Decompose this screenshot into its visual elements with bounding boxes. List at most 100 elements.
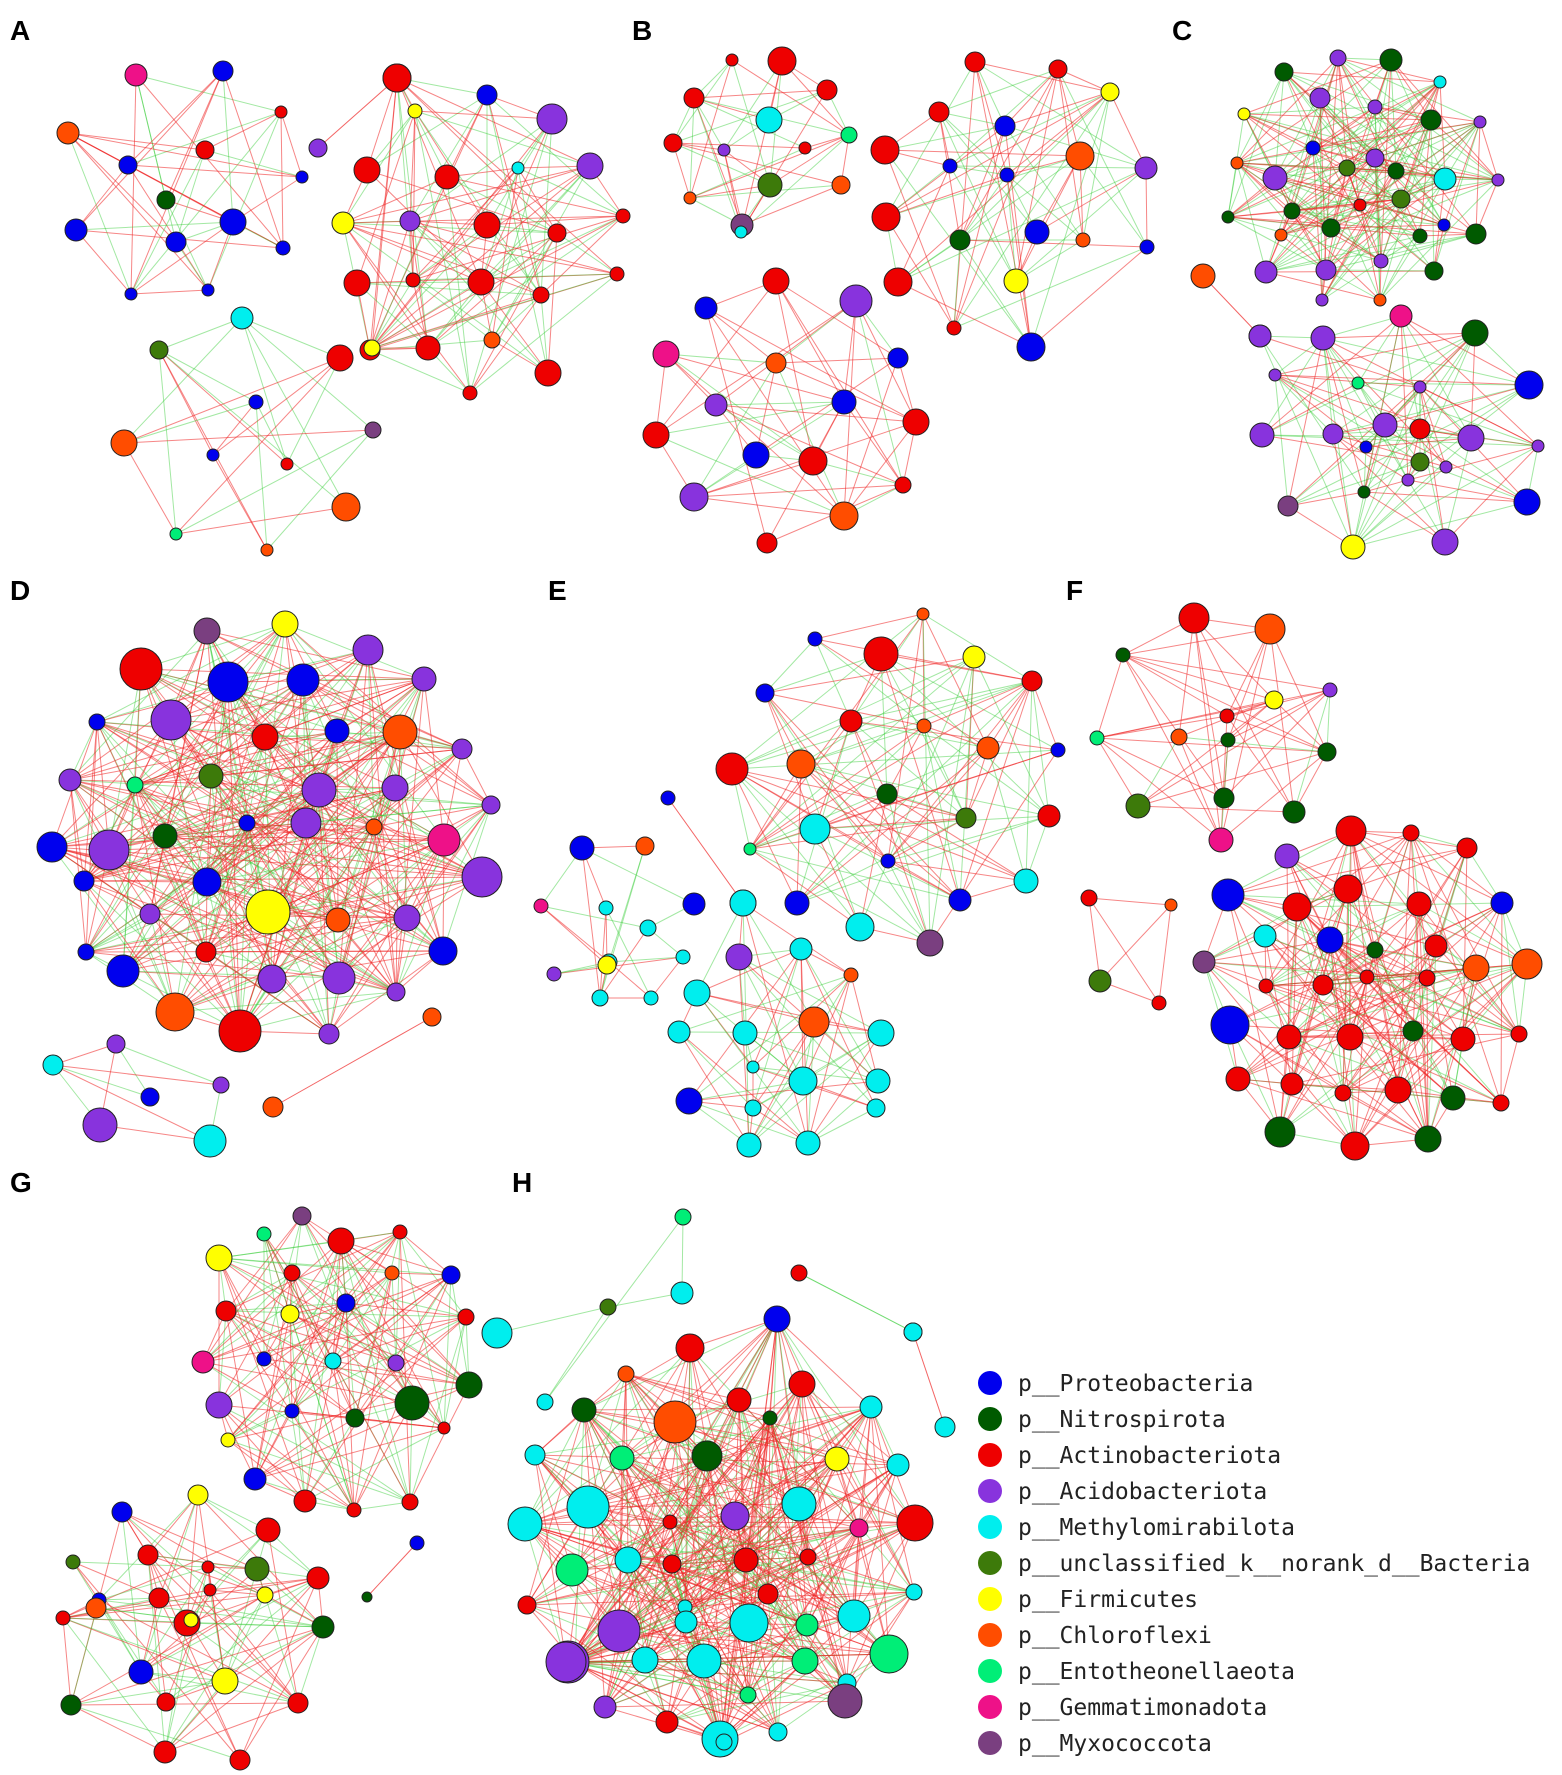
panel-b-cluster-3-edge bbox=[775, 362, 845, 517]
panel-f-main-edge bbox=[1265, 949, 1376, 987]
panel-c-cluster-2-edge bbox=[1332, 433, 1409, 481]
panel-g-bottom-edge bbox=[297, 1626, 324, 1704]
panel-c-cluster-2-edge bbox=[1322, 337, 1421, 463]
panel-d-main-edge bbox=[336, 730, 492, 806]
panel-f-top-edge bbox=[1269, 628, 1295, 813]
panel-d-main-node bbox=[77, 943, 95, 961]
panel-a-cluster-1-node bbox=[124, 63, 148, 87]
panel-g-top-edge bbox=[218, 1257, 467, 1318]
panel-a-cluster-2-edge bbox=[427, 281, 482, 349]
panel-d-main-edge bbox=[284, 623, 445, 841]
panel-e-main-edge bbox=[850, 720, 1059, 751]
panel-g-link-2-node bbox=[361, 1591, 373, 1603]
panel-d-main-node bbox=[290, 807, 322, 839]
panel-a-cluster-1-edge bbox=[130, 70, 224, 295]
panel-f-main-edge bbox=[1418, 903, 1429, 1140]
panel-g-top-edge bbox=[227, 1302, 347, 1441]
panel-d-main-edge bbox=[140, 668, 338, 732]
panel-g-bottom-edge bbox=[147, 1554, 266, 1596]
panel-g-bottom-edge bbox=[70, 1702, 299, 1706]
panel-e-main-node bbox=[916, 607, 930, 621]
panel-e-bottom-edge bbox=[678, 1031, 882, 1034]
panel-h-main-edge bbox=[625, 1373, 779, 1733]
panel-d-link-node bbox=[262, 1096, 284, 1118]
panel-b-cluster-3-node bbox=[798, 446, 828, 476]
panel-c-cluster-1-edge bbox=[1325, 233, 1477, 271]
panel-f-small-node bbox=[1088, 969, 1112, 993]
panel-g-top-edge bbox=[218, 1404, 306, 1502]
panel-h-main-edge bbox=[767, 1593, 846, 1702]
panel-e-main-node bbox=[839, 709, 863, 733]
panel-e-main-edge bbox=[1031, 680, 1059, 751]
panel-c-cluster-1-node bbox=[1391, 189, 1411, 209]
panel-d-main-node bbox=[238, 814, 256, 832]
panel-g-top-node bbox=[387, 1354, 405, 1372]
panel-e-main-edge bbox=[987, 680, 1033, 749]
panel-c-cluster-2-node bbox=[1531, 439, 1545, 453]
panel-c-cluster-2-node bbox=[1431, 528, 1459, 556]
panel-a-cluster-2-edge bbox=[491, 294, 542, 341]
panel-e-main-edge bbox=[749, 680, 1033, 850]
panel-g-top-edge bbox=[304, 1302, 347, 1502]
panel-g-top-edge bbox=[225, 1231, 401, 1312]
panel-g-top-edge bbox=[304, 1362, 397, 1502]
panel-g-top-edge bbox=[345, 1302, 413, 1404]
panel-g-top-edge bbox=[340, 1240, 411, 1503]
panel-b-cluster-1-node bbox=[663, 133, 683, 153]
panel-e-main-edge bbox=[749, 725, 925, 850]
panel-f-top-edge bbox=[1137, 751, 1328, 807]
panel-h-main-edge bbox=[706, 1455, 749, 1696]
panel-b-cluster-2-edge bbox=[897, 91, 1111, 283]
panel-c-cluster-1-edge bbox=[1337, 57, 1348, 169]
panel-h-main-edge bbox=[674, 1421, 838, 1460]
panel-c-cluster-1-node bbox=[1283, 202, 1301, 220]
panel-h-main-edge bbox=[621, 1457, 747, 1561]
panel-a-cluster-2-node bbox=[467, 268, 495, 296]
panel-c-cluster-2-edge bbox=[1261, 434, 1539, 447]
panel-b-cluster-3-edge bbox=[715, 404, 814, 462]
panel-a-cluster-1-edge bbox=[67, 132, 132, 295]
panel-e-main-edge bbox=[814, 725, 925, 830]
panel-d-main-edge bbox=[205, 679, 304, 953]
panel-g-top-edge bbox=[409, 1384, 470, 1503]
panel-e-main-edge bbox=[764, 656, 975, 694]
panel-g-top-edge bbox=[202, 1361, 413, 1404]
panel-d-main-edge bbox=[206, 881, 397, 993]
panel-g-bottom-node bbox=[55, 1610, 71, 1626]
panel-d-main-edge bbox=[373, 826, 408, 919]
panel-h-main-edge bbox=[671, 1455, 708, 1565]
panel-f-main-edge bbox=[1349, 1036, 1356, 1147]
panel-b-cluster-2-node bbox=[883, 267, 913, 297]
panel-h-main-edge bbox=[666, 1624, 808, 1723]
panel-d-main-node bbox=[352, 634, 384, 666]
panel-b-cluster-2-edge bbox=[949, 165, 1017, 282]
panel-e-bottom-node bbox=[789, 937, 813, 961]
panel-g-bottom-node bbox=[306, 1566, 330, 1590]
panel-h-main-edge bbox=[625, 1373, 771, 1419]
panel-h-link-1-edge bbox=[798, 1272, 914, 1333]
panel-h-main-edge bbox=[706, 1406, 872, 1457]
panel-h-main-edge bbox=[666, 1682, 848, 1723]
panel-a-link-node bbox=[308, 138, 328, 158]
panel-g-top-edge bbox=[354, 1316, 467, 1419]
legend-label-nitrospirota: p__Nitrospirota bbox=[1018, 1407, 1226, 1433]
panel-c-cluster-2-node bbox=[1277, 495, 1299, 517]
panel-g-top-edge bbox=[227, 1316, 467, 1441]
panel-g-top-edge bbox=[225, 1310, 356, 1419]
panel-a-cluster-2-node bbox=[343, 269, 371, 297]
panel-f-small-node bbox=[1164, 898, 1178, 912]
panel-e-left-node bbox=[569, 835, 595, 861]
panel-g-top-edge bbox=[218, 1257, 355, 1511]
panel-c-cluster-1-edge bbox=[1227, 106, 1376, 218]
panel-g-top-edge bbox=[225, 1272, 293, 1312]
panel-d-main-edge bbox=[51, 846, 176, 1013]
panel-e-bottom-edge bbox=[678, 974, 852, 1033]
panel-b-cluster-2-edge bbox=[938, 111, 961, 241]
panel-h-main-node bbox=[617, 1365, 635, 1383]
panel-b-cluster-1-edge bbox=[741, 184, 842, 226]
panel-h-main-node bbox=[686, 1643, 722, 1679]
panel-c-cluster-1-node bbox=[1274, 228, 1288, 242]
panel-e-bottom-edge bbox=[752, 1021, 815, 1109]
panel-b-cluster-2-edge bbox=[897, 281, 1032, 348]
panel-f-main-edge bbox=[1227, 894, 1331, 941]
